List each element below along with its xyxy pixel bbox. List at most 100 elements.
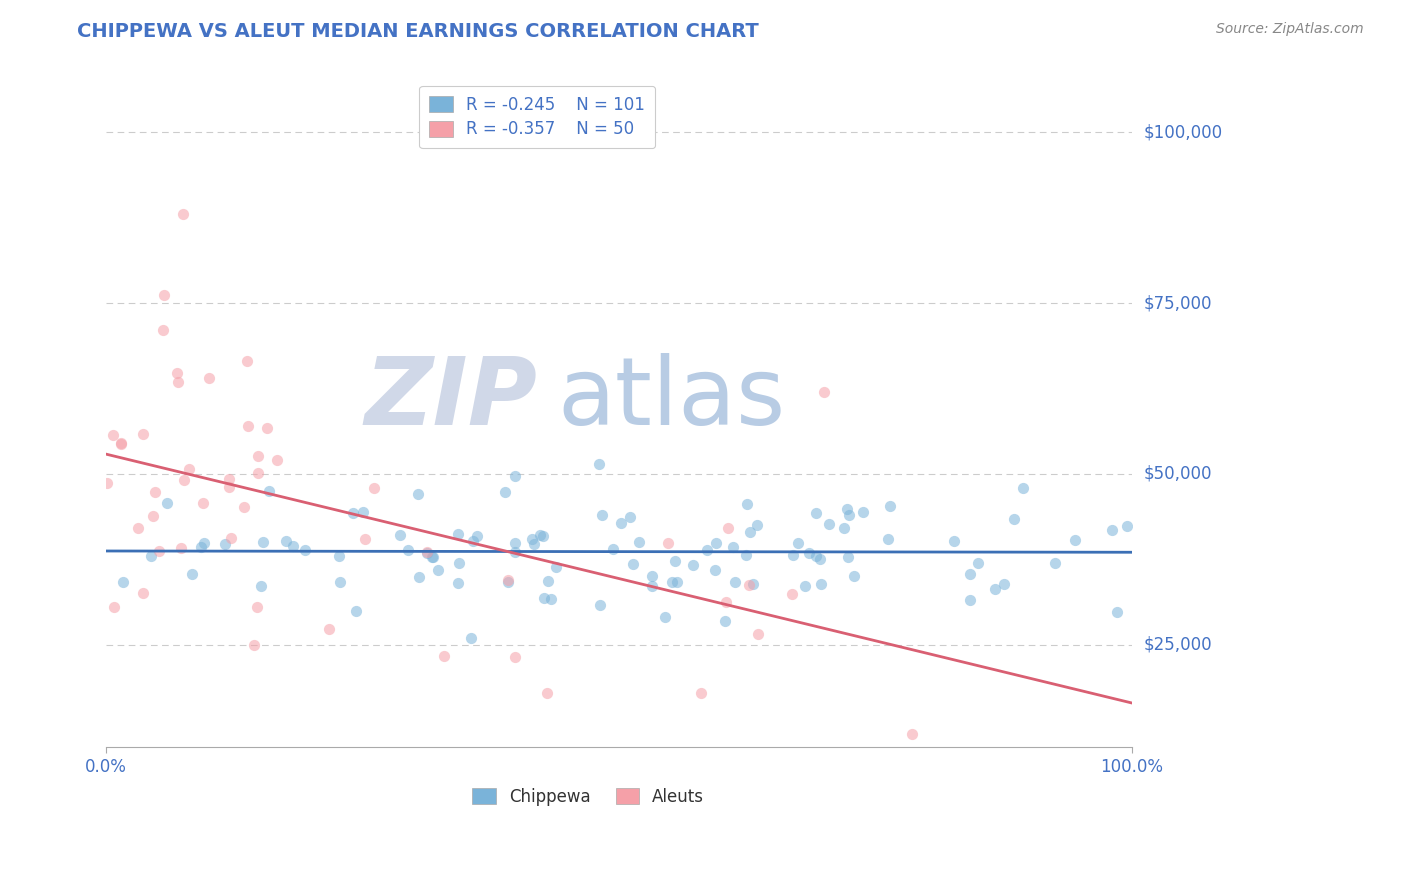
- Point: [735, 497, 758, 511]
- Point: [148, 544, 170, 558]
- Point: [426, 563, 449, 577]
- Point: [250, 579, 273, 593]
- Point: [396, 543, 419, 558]
- Legend: Chippewa, Aleuts: Chippewa, Aleuts: [465, 781, 711, 813]
- Point: [496, 573, 519, 587]
- Point: [738, 524, 761, 539]
- Point: [266, 452, 288, 467]
- Point: [520, 532, 543, 546]
- Point: [152, 323, 174, 337]
- Point: [657, 536, 679, 550]
- Point: [640, 569, 662, 583]
- Point: [103, 599, 125, 614]
- Point: [166, 366, 188, 380]
- Point: [533, 591, 555, 606]
- Point: [523, 537, 546, 551]
- Point: [246, 600, 269, 615]
- Point: [842, 569, 865, 583]
- Point: [243, 638, 266, 652]
- Point: [717, 520, 740, 534]
- Point: [529, 528, 551, 542]
- Point: [808, 552, 831, 566]
- Point: [422, 549, 444, 564]
- Point: [716, 595, 738, 609]
- Point: [276, 534, 298, 549]
- Point: [294, 543, 316, 558]
- Point: [837, 550, 859, 565]
- Point: [1002, 512, 1025, 526]
- Point: [256, 421, 278, 435]
- Point: [247, 466, 270, 480]
- Point: [966, 556, 988, 570]
- Text: Source: ZipAtlas.com: Source: ZipAtlas.com: [1216, 22, 1364, 37]
- Point: [747, 627, 769, 641]
- Point: [942, 533, 965, 548]
- Point: [852, 505, 875, 519]
- Point: [804, 506, 827, 520]
- Point: [236, 418, 259, 433]
- Point: [505, 545, 527, 559]
- Point: [406, 487, 429, 501]
- Point: [696, 543, 718, 558]
- Point: [664, 554, 686, 568]
- Point: [745, 518, 768, 533]
- Point: [780, 587, 803, 601]
- Point: [984, 582, 1007, 597]
- Point: [283, 539, 305, 553]
- Point: [738, 578, 761, 592]
- Point: [797, 546, 820, 560]
- Point: [724, 575, 747, 590]
- Point: [503, 649, 526, 664]
- Point: [214, 537, 236, 551]
- Point: [416, 545, 439, 559]
- Point: [447, 527, 470, 541]
- Point: [690, 686, 713, 700]
- Point: [218, 480, 240, 494]
- Point: [498, 575, 520, 590]
- Point: [818, 517, 841, 532]
- Point: [536, 686, 558, 700]
- Point: [101, 427, 124, 442]
- Point: [172, 207, 194, 221]
- Point: [143, 484, 166, 499]
- Point: [794, 579, 817, 593]
- Point: [388, 527, 411, 541]
- Point: [714, 615, 737, 629]
- Point: [352, 505, 374, 519]
- Point: [1063, 533, 1085, 547]
- Point: [877, 532, 900, 546]
- Point: [735, 548, 758, 562]
- Point: [742, 577, 765, 591]
- Point: [901, 726, 924, 740]
- Point: [318, 622, 340, 636]
- Text: $75,000: $75,000: [1143, 294, 1212, 312]
- Point: [166, 375, 188, 389]
- Point: [838, 508, 860, 522]
- Point: [804, 549, 827, 563]
- Point: [837, 502, 859, 516]
- Point: [591, 508, 613, 523]
- Text: $25,000: $25,000: [1143, 636, 1212, 654]
- Point: [494, 484, 516, 499]
- Point: [467, 529, 489, 543]
- Point: [1101, 523, 1123, 537]
- Point: [236, 354, 259, 368]
- Point: [621, 558, 644, 572]
- Text: CHIPPEWA VS ALEUT MEDIAN EARNINGS CORRELATION CHART: CHIPPEWA VS ALEUT MEDIAN EARNINGS CORREL…: [77, 22, 759, 41]
- Point: [546, 560, 568, 574]
- Point: [433, 649, 456, 664]
- Point: [191, 496, 214, 510]
- Point: [787, 536, 810, 550]
- Point: [233, 500, 256, 514]
- Point: [259, 483, 281, 498]
- Point: [879, 499, 901, 513]
- Point: [959, 567, 981, 582]
- Point: [170, 541, 193, 555]
- Point: [782, 548, 804, 562]
- Point: [252, 534, 274, 549]
- Point: [193, 536, 215, 550]
- Point: [721, 540, 744, 554]
- Point: [142, 508, 165, 523]
- Point: [460, 632, 482, 646]
- Point: [247, 450, 270, 464]
